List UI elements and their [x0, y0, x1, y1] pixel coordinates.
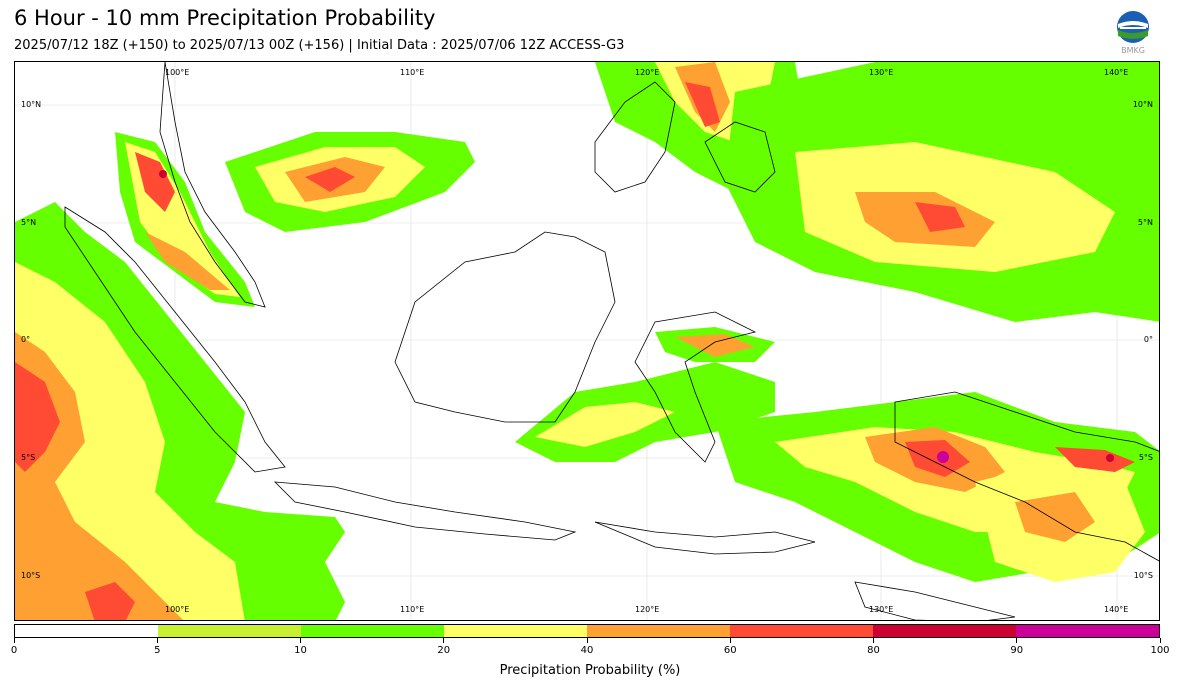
precip-field-sulawesi-borneo-east — [515, 327, 775, 462]
colorbar — [14, 624, 1160, 638]
colorbar-tick-mark — [873, 638, 874, 643]
colorbar-tick-mark — [1016, 638, 1018, 643]
lon-label-bottom-130: 130°E — [869, 605, 894, 614]
colorbar-segment-6 — [873, 625, 1016, 637]
colorbar-tick-mark — [443, 638, 445, 643]
precip-field-indian-ocean-south — [975, 462, 1145, 582]
colorbar-tick-label: 10 — [294, 645, 307, 656]
lon-label-bottom-110: 110°E — [400, 605, 425, 614]
coastlines — [64, 62, 1159, 620]
colorbar-tick-mark — [300, 638, 301, 643]
colorbar-tick-label: 90 — [1010, 645, 1024, 656]
lat-label-left-10s: 10°S — [21, 571, 41, 580]
lon-label-bottom-100: 100°E — [165, 605, 190, 614]
bmkg-logo: BMKG — [1114, 10, 1152, 56]
colorbar-tick-label: 0 — [10, 645, 18, 656]
lat-label-left-5s: 5°S — [21, 453, 36, 462]
colorbar-tick-label: 100 — [1150, 645, 1170, 656]
colorbar-segment-3 — [444, 625, 587, 637]
colorbar-segment-1 — [158, 625, 301, 637]
colorbar-segment-5 — [730, 625, 873, 637]
lon-label-top-100: 100°E — [165, 68, 190, 77]
precip-field-west-ocean — [15, 202, 345, 620]
colorbar-segment-7 — [1016, 625, 1159, 637]
colorbar-tick-label: 80 — [867, 645, 880, 656]
bmkg-logo-icon: BMKG — [1117, 11, 1149, 55]
colorbar-tick-label: 60 — [723, 645, 737, 656]
lat-label-right-10n: 10°N — [1132, 100, 1153, 109]
colorbar-tick-label: 5 — [154, 645, 161, 656]
lon-label-top-140: 140°E — [1104, 68, 1129, 77]
colorbar-segment-4 — [587, 625, 730, 637]
colorbar-segment-0 — [15, 625, 158, 637]
colorbar-segment-2 — [301, 625, 444, 637]
lat-label-right-5s: 5°S — [1138, 453, 1153, 462]
lat-label-left-10n: 10°N — [21, 100, 42, 109]
precip-field-south-china-sea — [225, 132, 475, 232]
chart-title: 6 Hour - 10 mm Precipitation Probability — [14, 6, 436, 30]
lat-label-right-0: 0° — [1143, 335, 1153, 344]
colorbar-tick-mark — [156, 638, 158, 643]
lat-label-right-10s: 10°S — [1133, 571, 1153, 580]
lat-label-left-0: 0° — [21, 335, 31, 344]
lat-label-left-5n: 5°N — [21, 218, 37, 227]
precip-field-pacific — [725, 62, 1159, 322]
logo-text: BMKG — [1121, 46, 1145, 55]
colorbar-label: Precipitation Probability (%) — [499, 663, 681, 678]
lon-label-top-120: 120°E — [635, 68, 660, 77]
lon-label-top-130: 130°E — [869, 68, 894, 77]
colorbar-tick-mark — [729, 638, 731, 643]
map-canvas — [15, 62, 1159, 620]
lon-label-bottom-140: 140°E — [1104, 605, 1129, 614]
colorbar-tick-mark — [586, 638, 588, 643]
chart-subtitle: 2025/07/12 18Z (+150) to 2025/07/13 00Z … — [14, 38, 625, 53]
colorbar-tick-mark — [1159, 638, 1161, 643]
precip-field-sumatra-malaya — [115, 132, 255, 307]
colorbar-tick-label: 20 — [437, 645, 451, 656]
colorbar-tick-mark — [13, 638, 15, 643]
lon-label-bottom-120: 120°E — [635, 605, 660, 614]
lat-label-right-5n: 5°N — [1137, 218, 1153, 227]
colorbar-tick-label: 40 — [580, 645, 594, 656]
precipitation-map: 100°E 110°E 120°E 130°E 140°E 100°E 110°… — [14, 61, 1160, 621]
lon-label-top-110: 110°E — [400, 68, 425, 77]
